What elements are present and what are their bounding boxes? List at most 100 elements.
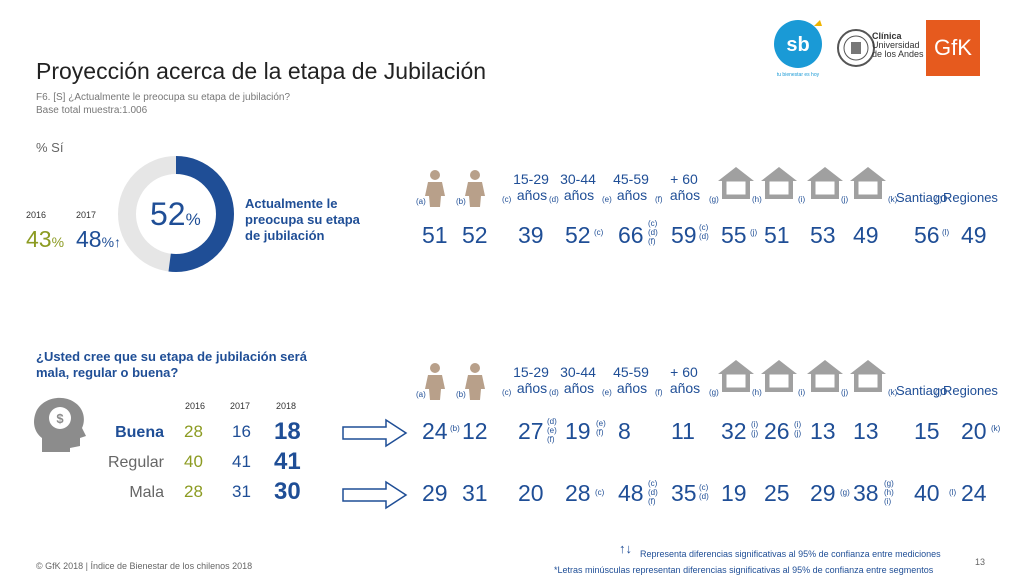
- house-d-icon: [849, 359, 887, 393]
- significance-letter: (e): [596, 419, 606, 428]
- value-cell: 48: [618, 480, 644, 506]
- value-2016: 43%: [26, 226, 65, 252]
- significance-letter: (c): [699, 483, 709, 492]
- segment-letter: (k): [888, 195, 898, 204]
- significance-letter: (k): [991, 424, 1001, 433]
- segment-letter: (b): [456, 390, 466, 399]
- female-person-icon: [464, 363, 486, 401]
- legend-significance: Representa diferencias significativas al…: [640, 549, 941, 559]
- sb-logo: sb tu bienestar es hoy: [770, 18, 830, 78]
- donut-chart: [118, 156, 234, 272]
- segment-letter: (k): [888, 388, 898, 397]
- value-cell: 55: [721, 222, 747, 248]
- value-cell: 52: [565, 222, 591, 248]
- age-range: 30-44: [560, 364, 596, 380]
- value-cell: 19: [721, 480, 747, 506]
- segment-letter: (c): [502, 388, 512, 397]
- segment-letter: (f): [655, 388, 663, 397]
- class-label: C2: [770, 182, 788, 197]
- significance-letter: (c): [648, 479, 658, 488]
- svg-text:sb: sb: [786, 34, 809, 56]
- value-cell: 24: [961, 480, 987, 506]
- significance-letter: (d): [699, 232, 709, 241]
- significance-letter: (f): [648, 497, 656, 506]
- region-label: Regiones: [943, 190, 998, 205]
- value-cell: 32: [721, 418, 747, 444]
- significance-letter: (e): [547, 426, 557, 435]
- segment-letter: (a): [416, 390, 426, 399]
- clinica-seal-icon: [836, 26, 876, 70]
- value-cell: 25: [764, 480, 790, 506]
- bottom-year-2016: 2016: [185, 401, 206, 411]
- segment-letter: (b): [456, 197, 466, 206]
- significance-letter: (b): [450, 424, 460, 433]
- significance-letter: (c): [595, 488, 605, 497]
- value-cell: 27: [518, 418, 544, 444]
- value-cell: 20: [961, 418, 987, 444]
- class-label: D: [863, 375, 873, 390]
- house-c2-icon: [760, 166, 798, 200]
- segment-letter: (d): [549, 195, 559, 204]
- significance-letter: (g): [884, 479, 894, 488]
- house-c2-icon: [760, 359, 798, 393]
- region-label: Regiones: [943, 383, 998, 398]
- house-c3-icon: [806, 359, 844, 393]
- value-cell: 59: [671, 222, 697, 248]
- male-person-icon: [424, 170, 446, 208]
- age-unit: años: [563, 187, 595, 203]
- significance-letter: (l): [942, 228, 950, 237]
- class-label: D: [863, 182, 873, 197]
- head-money-icon: $: [28, 392, 92, 456]
- significance-letter: (i): [794, 420, 802, 429]
- significance-letter: (f): [648, 237, 656, 246]
- age-range: 15-29: [513, 364, 549, 380]
- value-cell: 56: [914, 222, 940, 248]
- updown-arrow-icon: ↑↓: [619, 541, 632, 556]
- copyright: © GfK 2018 | Índice de Bienestar de los …: [36, 561, 253, 571]
- age-unit: años: [516, 187, 548, 203]
- class-label: C1: [727, 375, 745, 390]
- value-cell: 29: [422, 480, 448, 506]
- gfk-logo: GfK: [926, 20, 980, 76]
- segment-letter: (e): [602, 388, 612, 397]
- significance-letter: (l): [949, 488, 957, 497]
- class-label: C1: [727, 182, 745, 197]
- value-cell: 29: [810, 480, 836, 506]
- bottom-question: ¿Usted cree que su etapa de jubilación s…: [36, 349, 307, 380]
- eval-2016-value: 28: [184, 422, 203, 441]
- significance-letter: (h): [884, 488, 894, 497]
- age-range: 45-59: [613, 364, 649, 380]
- segment-letter: (g): [709, 195, 719, 204]
- age-range: + 60: [670, 171, 698, 187]
- svg-text:tu bienestar es hoy: tu bienestar es hoy: [777, 72, 820, 78]
- segment-letter: (i): [798, 388, 806, 397]
- significance-letter: (j): [750, 228, 758, 237]
- significance-letter: (c): [648, 219, 658, 228]
- value-2017: 48%↑: [76, 226, 122, 252]
- significance-letter: (j): [751, 429, 759, 438]
- arrow-buena-icon: [342, 418, 408, 453]
- age-unit: años: [563, 380, 595, 396]
- class-label: C2: [770, 375, 788, 390]
- segment-letter: (e): [602, 195, 612, 204]
- svg-text:$: $: [56, 411, 64, 426]
- significance-letter: (d): [699, 492, 709, 501]
- eval-2018-value: 30: [274, 478, 301, 505]
- class-label: C3: [816, 375, 834, 390]
- value-cell: 53: [810, 222, 836, 248]
- value-cell: 26: [764, 418, 790, 444]
- significance-letter: (d): [648, 228, 658, 237]
- value-cell: 51: [422, 222, 448, 248]
- age-unit: años: [669, 380, 701, 396]
- eval-2016-value: 40: [184, 452, 203, 471]
- value-cell: 15: [914, 418, 940, 444]
- age-range: + 60: [670, 364, 698, 380]
- age-range: 15-29: [513, 171, 549, 187]
- eval-2017-value: 41: [232, 452, 251, 471]
- house-c1-icon: [717, 166, 755, 200]
- eval-row-label: Mala: [129, 484, 164, 501]
- value-cell: 51: [764, 222, 790, 248]
- value-cell: 38: [853, 480, 879, 506]
- region-label: Santiago: [896, 190, 948, 205]
- base-text: Base total muestra:1.006: [36, 105, 148, 116]
